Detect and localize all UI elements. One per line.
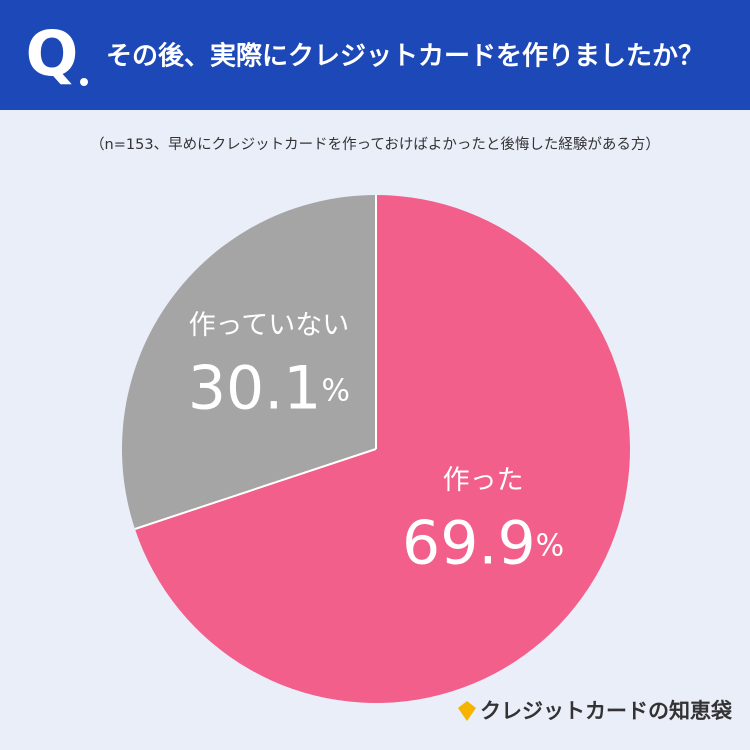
question-title: その後、実際にクレジットカードを作りましたか？ — [106, 41, 704, 72]
subtitle: （n=153、早めにクレジットカードを作っておけばよかったと後悔した経験がある方… — [90, 136, 660, 153]
slice-label: 作った — [443, 465, 524, 496]
header-bar — [0, 0, 750, 110]
question-mark: Q — [26, 17, 79, 90]
brand-name: クレジットカードの知恵袋 — [480, 699, 733, 723]
pie-slice — [134, 195, 631, 703]
slice-value-label: 30.1% — [188, 353, 350, 423]
brand-logo: クレジットカードの知恵袋 — [458, 699, 733, 723]
logo-icon — [458, 701, 476, 721]
slice-label: 作っていない — [189, 310, 350, 341]
slice-separator — [134, 448, 377, 530]
slice-value-label: 69.9% — [402, 508, 564, 578]
pie-slice — [121, 194, 377, 530]
dot — [80, 78, 88, 86]
